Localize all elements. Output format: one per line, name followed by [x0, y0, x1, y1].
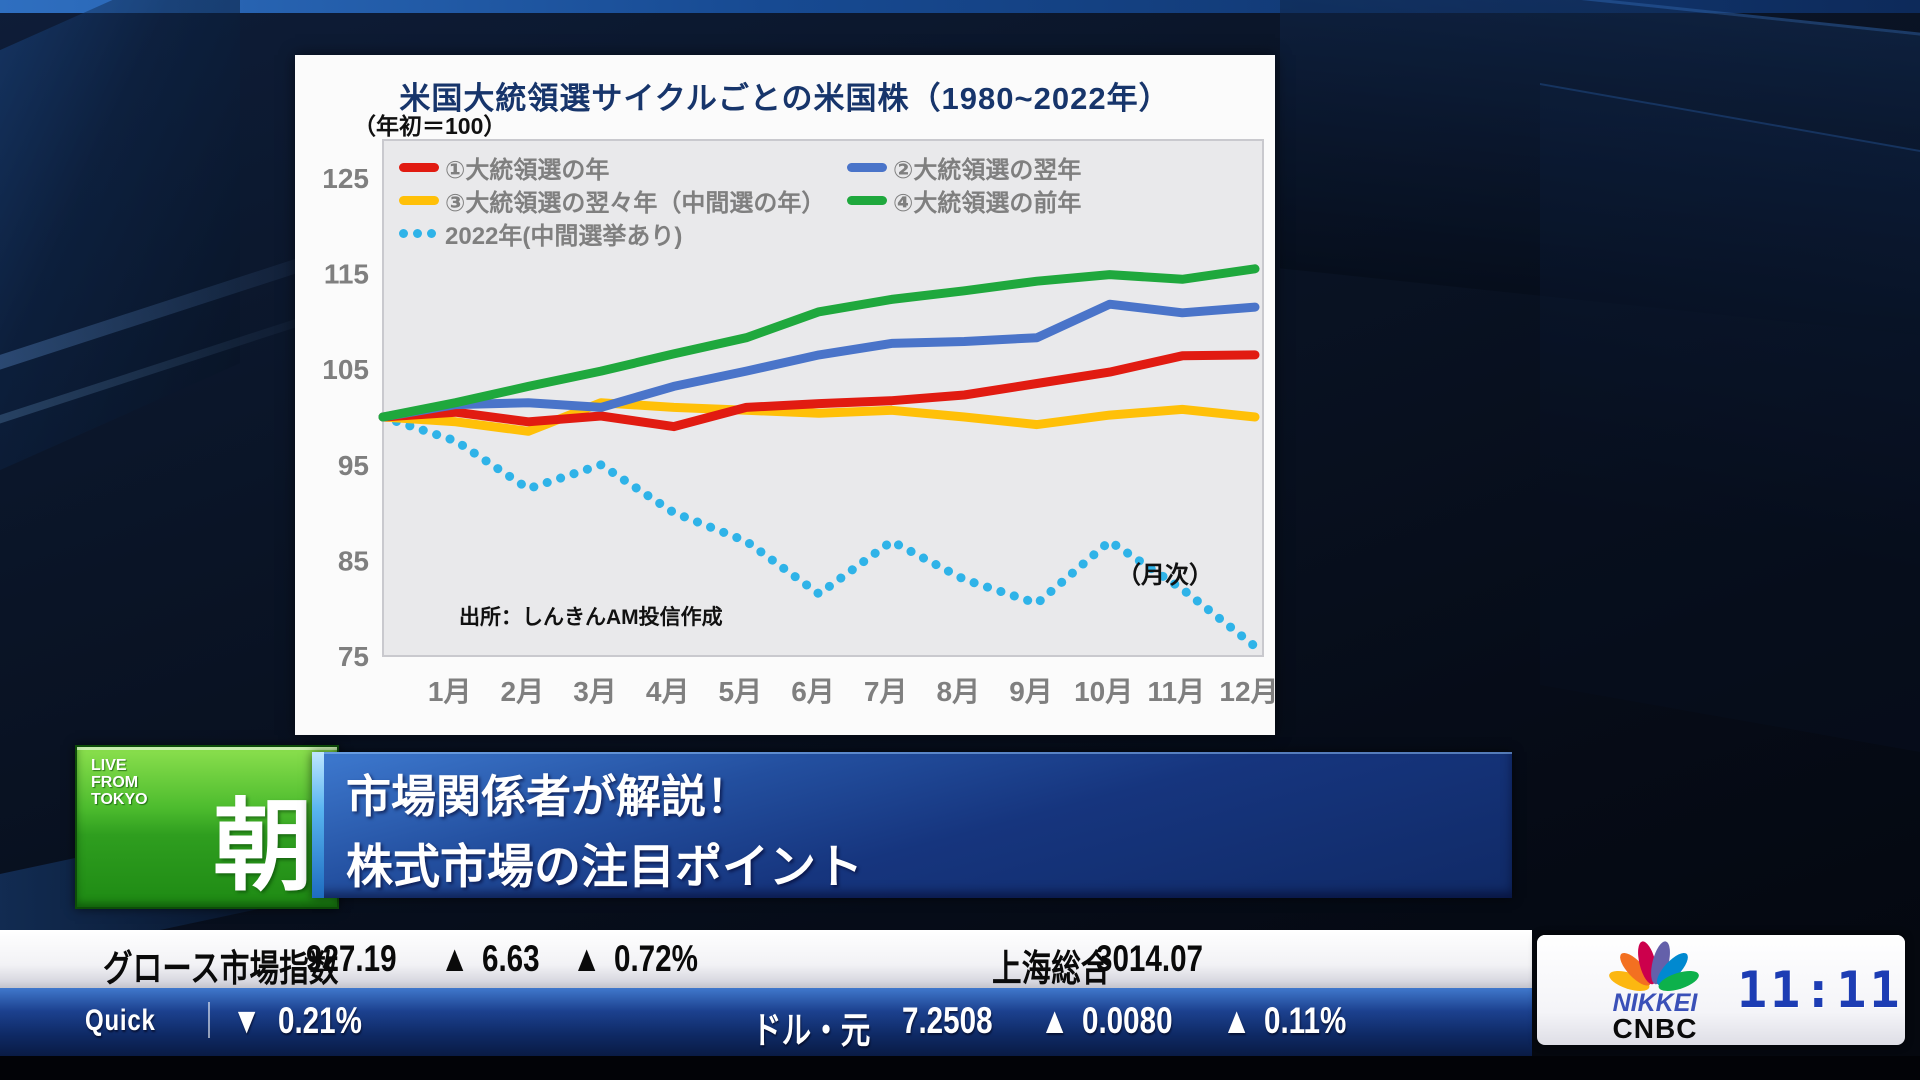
legend-line-marker: [847, 196, 887, 205]
x-axis-tick: 6月: [791, 676, 835, 707]
x-axis-tick: 12月: [1219, 676, 1275, 707]
series-line-1: [378, 299, 1260, 422]
clock: 11:11: [1737, 961, 1903, 1019]
x-axis-tick: 3月: [573, 676, 617, 707]
legend-line-marker: [847, 163, 887, 172]
up-triangle-icon: ▲: [440, 938, 470, 979]
x-axis-tick: 7月: [864, 676, 908, 707]
chart-source: 出所：しんきんAM投信作成: [459, 606, 723, 629]
legend-item: 2022年(中間選挙あり): [399, 216, 847, 251]
legend-label: ③大統領選の翌々年（中間選の年）: [445, 190, 826, 217]
chart-index-note: （年初＝100）: [353, 113, 507, 139]
headline-line2: 株式市場の注目ポイント: [346, 840, 863, 893]
index2-name: 上海総合: [992, 948, 1111, 989]
legend-label: ④大統領選の前年: [893, 190, 1082, 217]
down-triangle-icon: ▼: [232, 1000, 262, 1041]
y-axis-tick: 95: [338, 450, 369, 481]
up-triangle-icon: ▲: [572, 938, 602, 979]
studio-panel: [1540, 82, 1920, 760]
legend-label: ①大統領選の年: [445, 157, 610, 184]
legend-item: ②大統領選の翌年: [847, 150, 1081, 185]
legend-item: ③大統領選の翌々年（中間選の年）: [399, 183, 847, 218]
legend-dotted-marker: [399, 229, 439, 238]
x-axis-tick: 5月: [719, 676, 763, 707]
x-axis-tick: 10月: [1074, 676, 1133, 707]
ticker-row-fx: Quick ▼ 0.21% ドル・元 7.2508 ▲ 0.0080 ▲ 0.1…: [0, 988, 1532, 1056]
headline-accent-bar: [312, 752, 324, 898]
legend-item: ①大統領選の年: [399, 150, 847, 185]
index-change: 6.63: [482, 938, 540, 979]
series-line-2: [378, 398, 1260, 436]
headline-banner: 市場関係者が解説！ 株式市場の注目ポイント: [312, 752, 1512, 898]
legend-label: ②大統領選の翌年: [893, 157, 1082, 184]
x-axis-tick: 1月: [428, 676, 472, 707]
x-axis-tick: 11月: [1148, 676, 1206, 707]
fx-pair-name: ドル・元: [752, 1010, 871, 1051]
index-change-pct-2: 0.21%: [278, 1000, 362, 1041]
chart-canvas: 75 85 95 105 115 125 1月 2月 3月 4月 5月 6月 7月 8月 9月 10月 11月 1…: [322, 139, 1275, 707]
chart-title: 米国大統領選サイクルごとの米国株（1980~2022年）: [399, 81, 1171, 116]
x-axis-tick: 9月: [1009, 676, 1053, 707]
quick-logo: Quick: [85, 1004, 156, 1037]
index2-value: 3014.07: [1096, 938, 1203, 979]
up-triangle-icon: ▲: [1222, 1000, 1252, 1041]
fx-pair-value: 7.2508: [902, 1000, 993, 1041]
index-change-pct: 0.72%: [614, 938, 698, 979]
live-from-tokyo-label: LIVE FROM TOKYO: [91, 757, 148, 808]
series-line-4: [378, 412, 1260, 651]
ticker-bottom-strip: [0, 1056, 1920, 1080]
headline-line1: 市場関係者が解説！: [346, 771, 752, 822]
legend-line-marker: [399, 196, 439, 205]
up-triangle-icon: ▲: [1040, 1000, 1070, 1041]
index-value: 927.19: [306, 938, 397, 979]
x-axis-tick: 8月: [937, 676, 981, 707]
y-axis-tick: 105: [322, 354, 369, 385]
peacock-icon: [1609, 941, 1699, 991]
ticker-row-indices: グロース市場指数 927.19 ▲ 6.63 ▲ 0.72% 上海総合 3014…: [0, 930, 1532, 989]
y-axis-tick: 125: [322, 163, 369, 194]
live-badge: LIVE FROM TOKYO 朝: [75, 745, 339, 909]
index-name: グロース市場指数: [103, 948, 339, 989]
fx-pair-change-pct: 0.11%: [1264, 1000, 1347, 1041]
y-axis-tick: 85: [338, 545, 369, 576]
y-axis-tick: 75: [338, 641, 369, 672]
station-id-box: NIKKEI CNBC 11:11: [1537, 935, 1905, 1045]
station-name-cnbc: CNBC: [1612, 1013, 1698, 1044]
ticker-separator: [208, 1002, 210, 1038]
legend-line-marker: [399, 163, 439, 172]
legend-item: ④大統領選の前年: [847, 183, 1081, 218]
studio-panel: [0, 0, 240, 497]
x-axis-tick: 2月: [501, 676, 545, 707]
fx-pair-change: 0.0080: [1082, 1000, 1173, 1041]
station-name-nikkei: NIKKEI: [1612, 989, 1698, 1017]
y-axis-tick: 115: [324, 259, 369, 290]
legend-label: 2022年(中間選挙あり): [445, 223, 683, 250]
series-line-0: [378, 350, 1260, 432]
chart-panel: 75 85 95 105 115 125 1月 2月 3月 4月 5月 6月 7月 8月 9月 10月 11月 1…: [295, 55, 1275, 735]
chart-legend: ①大統領選の年 ②大統領選の翌年 ③大統領選の翌々年（中間選の年） ④大統領選の前年 2…: [399, 151, 1081, 250]
chart-frequency-note: （月次）: [1117, 562, 1213, 589]
x-axis-tick: 4月: [646, 676, 690, 707]
program-title: 朝: [213, 791, 313, 903]
series-line-3: [378, 264, 1260, 422]
